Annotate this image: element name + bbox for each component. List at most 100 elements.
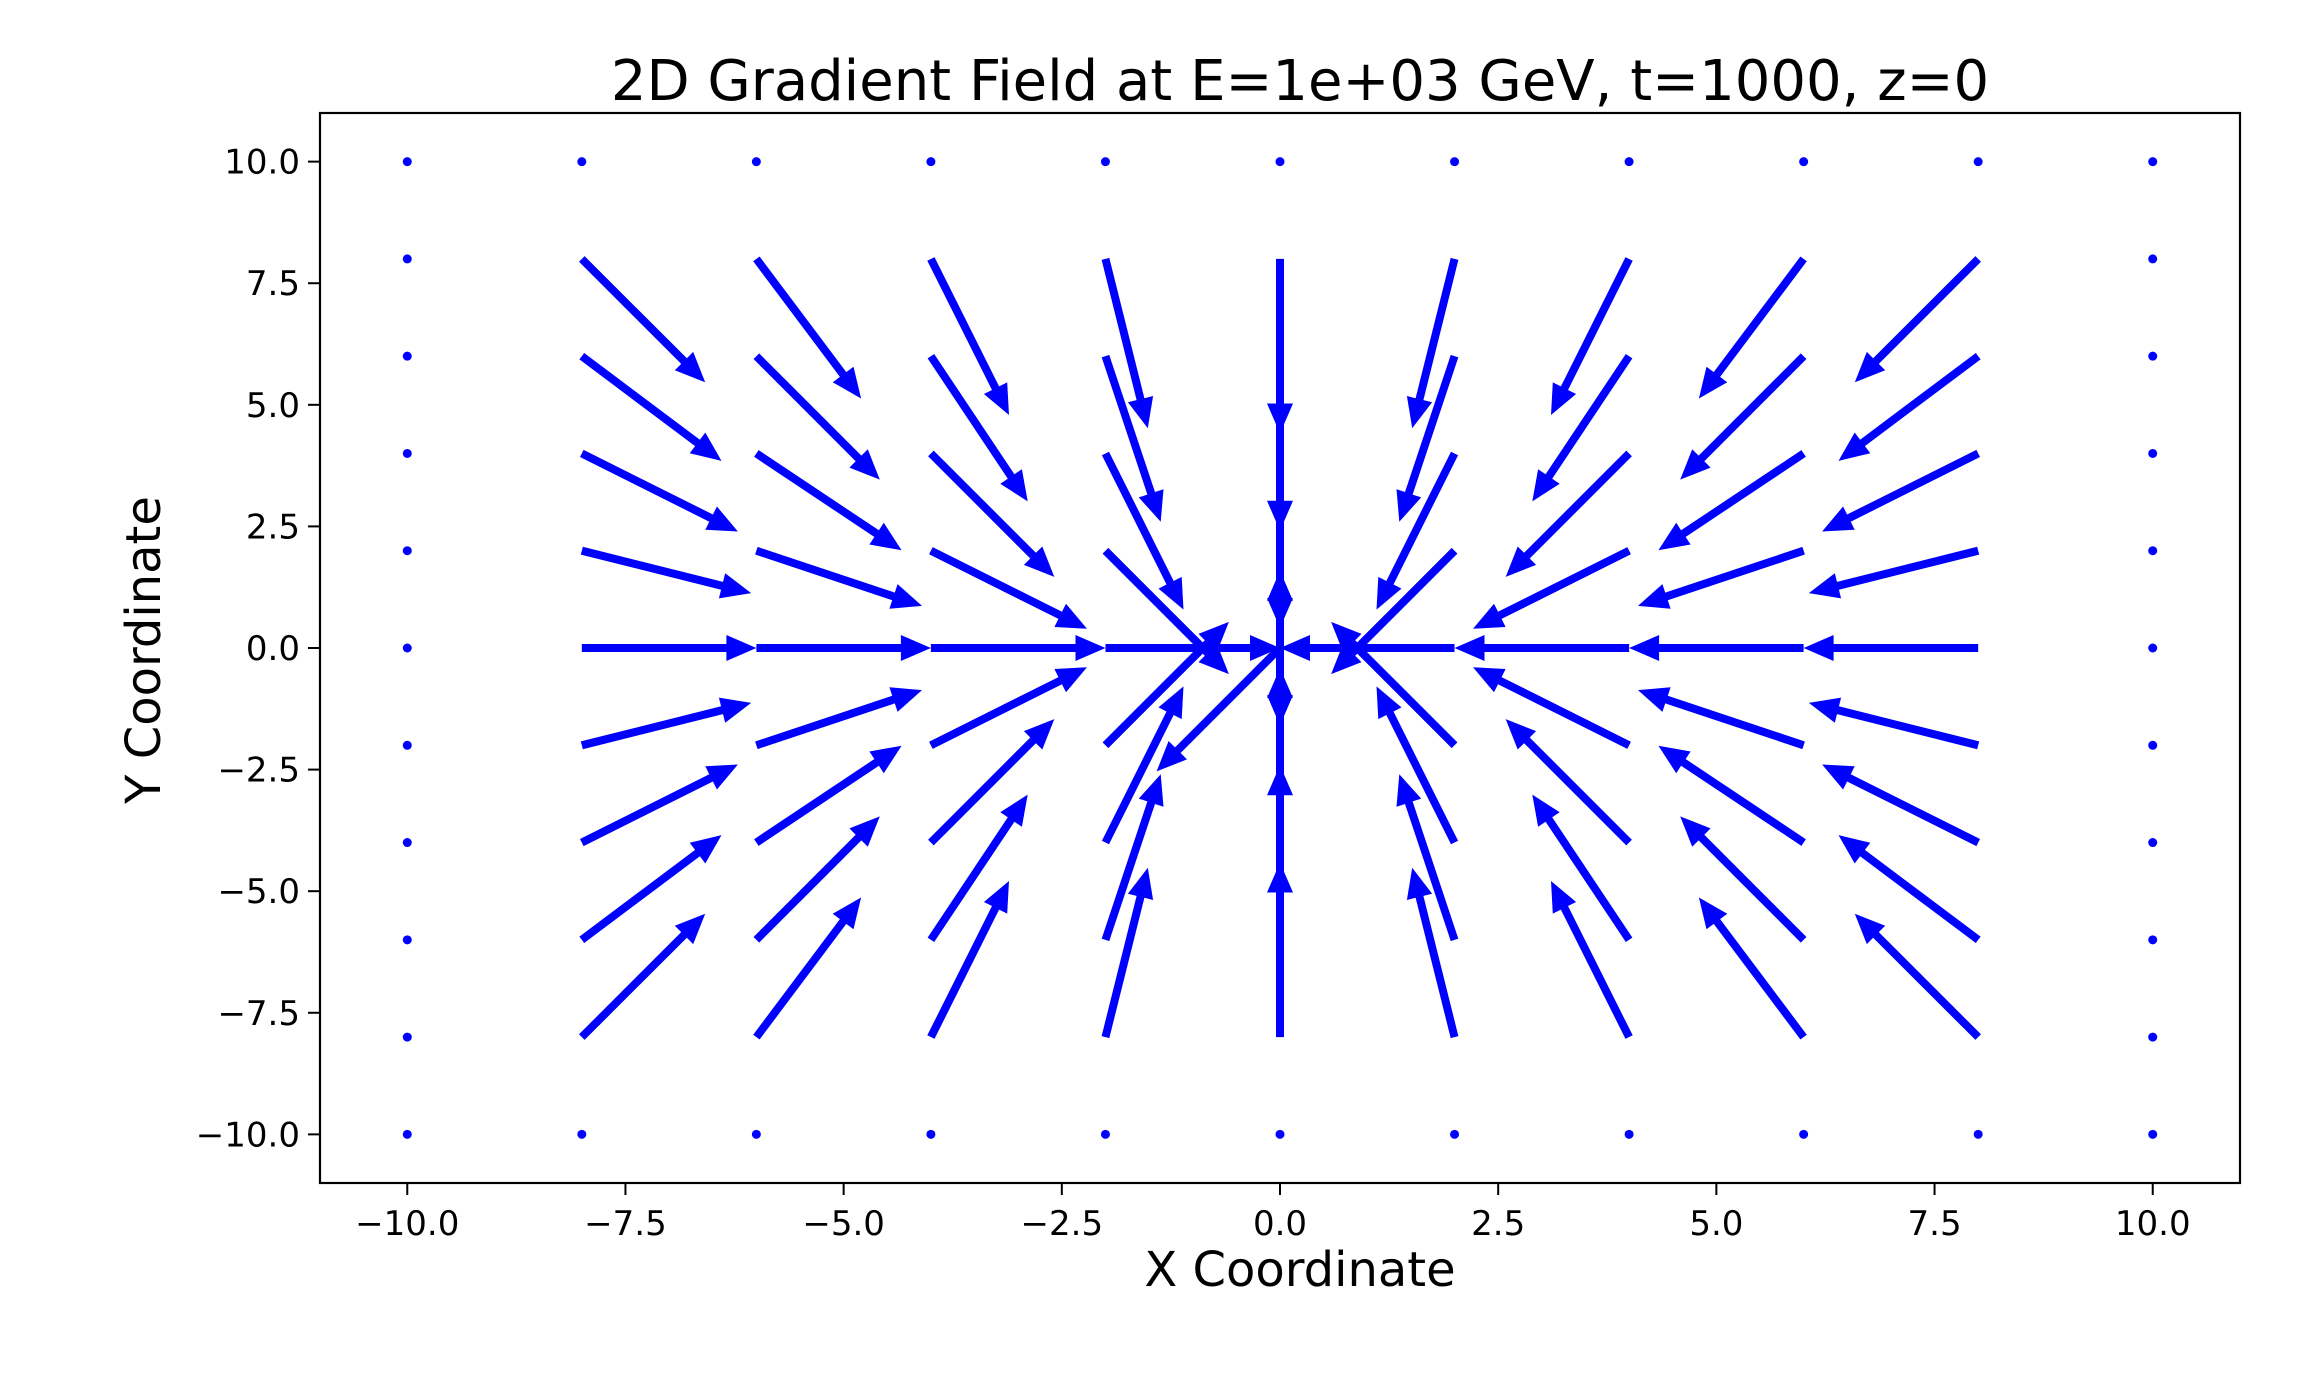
quiver-arrow [930, 635, 1106, 661]
quiver-point [1624, 1129, 1634, 1139]
quiver-arrow [1808, 546, 1980, 599]
quiver-arrow [753, 256, 862, 399]
y-axis-ticks: 10.0 7.5 5.0 2.5 0.0 −2.5 −5.0 −7.5 −10.0 [196, 143, 320, 1155]
quiver-arrow [1267, 765, 1293, 940]
quiver-point [2148, 546, 2158, 556]
x-tick-label: 7.5 [1908, 1204, 1962, 1244]
quiver-arrow [1267, 550, 1293, 726]
quiver-arrow [927, 257, 1009, 415]
quiver-point [926, 157, 936, 167]
quiver-arrow [1267, 258, 1293, 434]
quiver-arrow [1454, 635, 1630, 661]
x-axis-label: X Coordinate [1144, 1242, 1455, 1298]
quiver-point [402, 740, 412, 750]
quiver-arrow [1376, 686, 1459, 845]
quiver-arrow [1331, 621, 1458, 749]
x-tick-label: 5.0 [1689, 1204, 1743, 1244]
quiver-arrow [1267, 862, 1293, 1038]
quiver-point [751, 1129, 761, 1139]
x-tick-label: 0.0 [1253, 1204, 1307, 1244]
x-tick-label: −10.0 [355, 1204, 459, 1244]
quiver-arrow [1101, 257, 1154, 429]
quiver-point [1275, 1129, 1285, 1139]
quiver-arrow [1396, 354, 1459, 522]
quiver-point [751, 157, 761, 167]
quiver-arrow [1473, 667, 1631, 749]
x-tick-label: −2.5 [1021, 1204, 1104, 1244]
y-tick-label: −7.5 [217, 994, 300, 1034]
quiver-arrow [753, 897, 862, 1040]
quiver-arrow [1803, 635, 1979, 661]
quiver-arrow [929, 547, 1087, 629]
quiver-point [2148, 838, 2158, 848]
quiver-arrow [1105, 635, 1280, 661]
y-tick-label: −5.0 [217, 872, 300, 912]
quiver-arrow [580, 449, 738, 532]
quiver-arrow [1267, 668, 1293, 843]
y-tick-label: 10.0 [224, 143, 300, 183]
quiver-point [402, 643, 412, 653]
quiver-arrow [1376, 451, 1459, 610]
quiver-arrow [1551, 257, 1633, 415]
quiver-point [402, 546, 412, 556]
quiver-arrow [1156, 645, 1283, 772]
quiver-arrow [1532, 354, 1633, 502]
quiver-point [2148, 1032, 2158, 1042]
quiver-point [1799, 1129, 1809, 1139]
quiver-arrow [1331, 547, 1458, 675]
x-axis-ticks: −10.0 −7.5 −5.0 −2.5 0.0 2.5 5.0 7.5 10.0 [355, 1183, 2191, 1244]
quiver-arrow [1505, 719, 1632, 846]
quiver-arrow [756, 635, 931, 661]
quiver-arrow [580, 697, 752, 750]
quiver-arrow [1473, 547, 1631, 629]
quiver-arrow [1629, 635, 1804, 661]
quiver-arrow [928, 719, 1055, 846]
quiver-arrow [1406, 257, 1459, 429]
quiver-arrow [1101, 354, 1164, 522]
quiver-arrow [1680, 816, 1807, 943]
quiver-point [1973, 157, 1983, 167]
quiver-point [402, 157, 412, 167]
quiver-arrow [1658, 450, 1806, 551]
quiver-point [402, 935, 412, 945]
quiver-arrow [581, 635, 757, 661]
y-tick-label: 7.5 [246, 264, 300, 304]
quiver-arrow [1638, 687, 1805, 750]
quiver-arrow [927, 794, 1028, 942]
quiver-arrow [1280, 635, 1455, 661]
quiver-arrow [1551, 881, 1633, 1039]
quiver-point [402, 351, 412, 361]
x-tick-label: −5.0 [802, 1204, 885, 1244]
plot-area [318, 111, 2242, 1185]
quiver-point [1624, 157, 1634, 167]
chart-title: 2D Gradient Field at E=1e+03 GeV, t=1000… [611, 49, 1989, 114]
y-tick-label: 0.0 [246, 629, 300, 669]
quiver-arrow [927, 354, 1028, 502]
quiver-arrow [1101, 774, 1164, 942]
quiver-point [402, 838, 412, 848]
quiver-arrow [753, 816, 880, 943]
quiver-arrow [1638, 546, 1805, 609]
quiver-point [2148, 935, 2158, 945]
quiver-arrow [580, 546, 752, 599]
x-tick-label: 10.0 [2115, 1204, 2191, 1244]
quiver-point [926, 1129, 936, 1139]
quiver-point [2148, 157, 2158, 167]
quiver-point [1275, 157, 1285, 167]
quiver-arrow [1658, 745, 1806, 846]
quiver-arrow [1698, 897, 1807, 1040]
quiver-point [1100, 157, 1110, 167]
x-tick-label: 2.5 [1471, 1204, 1525, 1244]
quiver-point [1450, 157, 1460, 167]
quiver-arrow [1854, 913, 1981, 1040]
quiver-arrow [1102, 621, 1229, 749]
quiver-point [2148, 448, 2158, 458]
quiver-arrow [1808, 697, 1980, 750]
y-tick-label: 2.5 [246, 507, 300, 547]
quiver-arrow [1854, 256, 1981, 383]
quiver-arrow [927, 881, 1009, 1039]
quiver-arrow [1532, 794, 1633, 942]
quiver-point [1100, 1129, 1110, 1139]
